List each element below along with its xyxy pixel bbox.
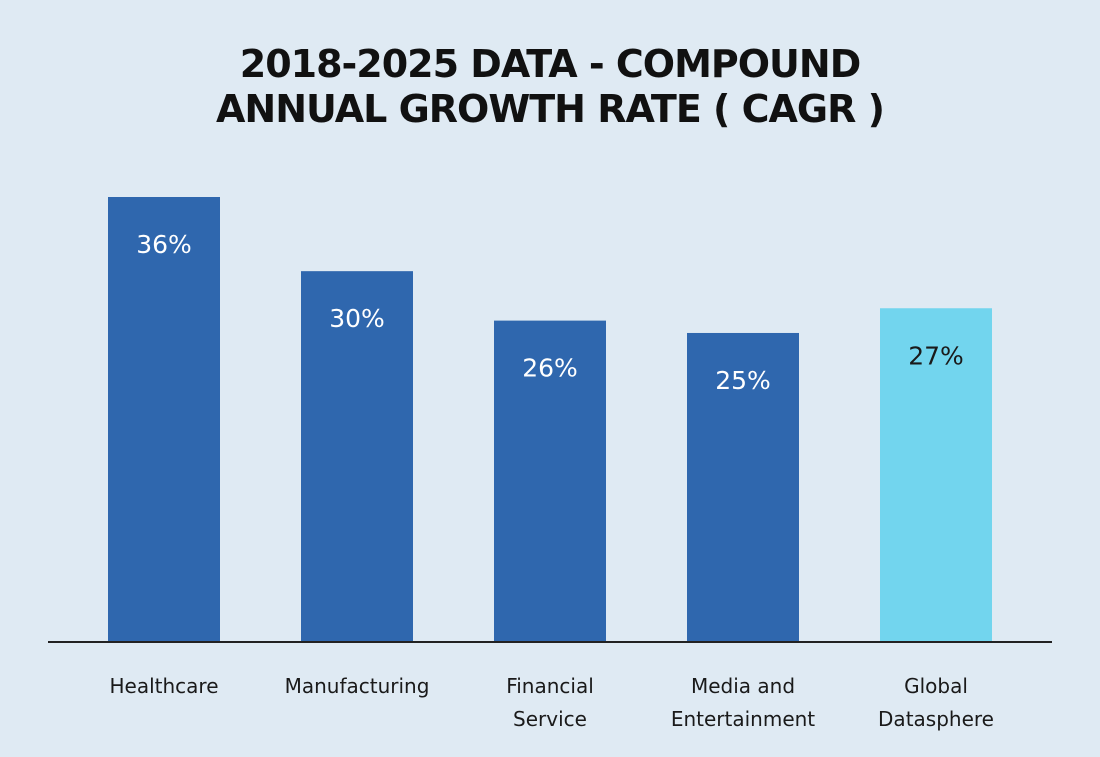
category-label-4-line-1: Datasphere: [878, 707, 994, 731]
category-label-3-line-1: Entertainment: [671, 707, 815, 731]
category-label-3-line-0: Media and: [691, 674, 795, 698]
bar-0: [108, 197, 220, 642]
bar-value-label-0: 36%: [136, 230, 192, 259]
bar-value-label-3: 25%: [715, 366, 771, 395]
category-labels: Healthcare Manufacturing Financial Service M…: [109, 674, 993, 731]
bar-value-label-2: 26%: [522, 354, 578, 383]
chart-title-line-2: ANNUAL GROWTH RATE ( CAGR ): [216, 87, 884, 131]
category-label-2-line-1: Service: [513, 707, 587, 731]
bar-4: [880, 308, 992, 642]
chart-title-line-1: 2018-2025 DATA - COMPOUND: [240, 42, 861, 86]
bar-value-label-4: 27%: [908, 341, 964, 370]
category-label-0-line-0: Healthcare: [109, 674, 218, 698]
bar-3: [687, 332, 799, 642]
bar-2: [494, 320, 606, 642]
bar-1: [301, 271, 413, 642]
bar-value-label-1: 30%: [329, 304, 385, 333]
category-label-1-line-0: Manufacturing: [285, 674, 430, 698]
category-label-4-line-0: Global: [904, 674, 968, 698]
category-label-2-line-0: Financial: [506, 674, 594, 698]
bars-group: 36% 30% 26% 25% 27%: [108, 197, 992, 642]
